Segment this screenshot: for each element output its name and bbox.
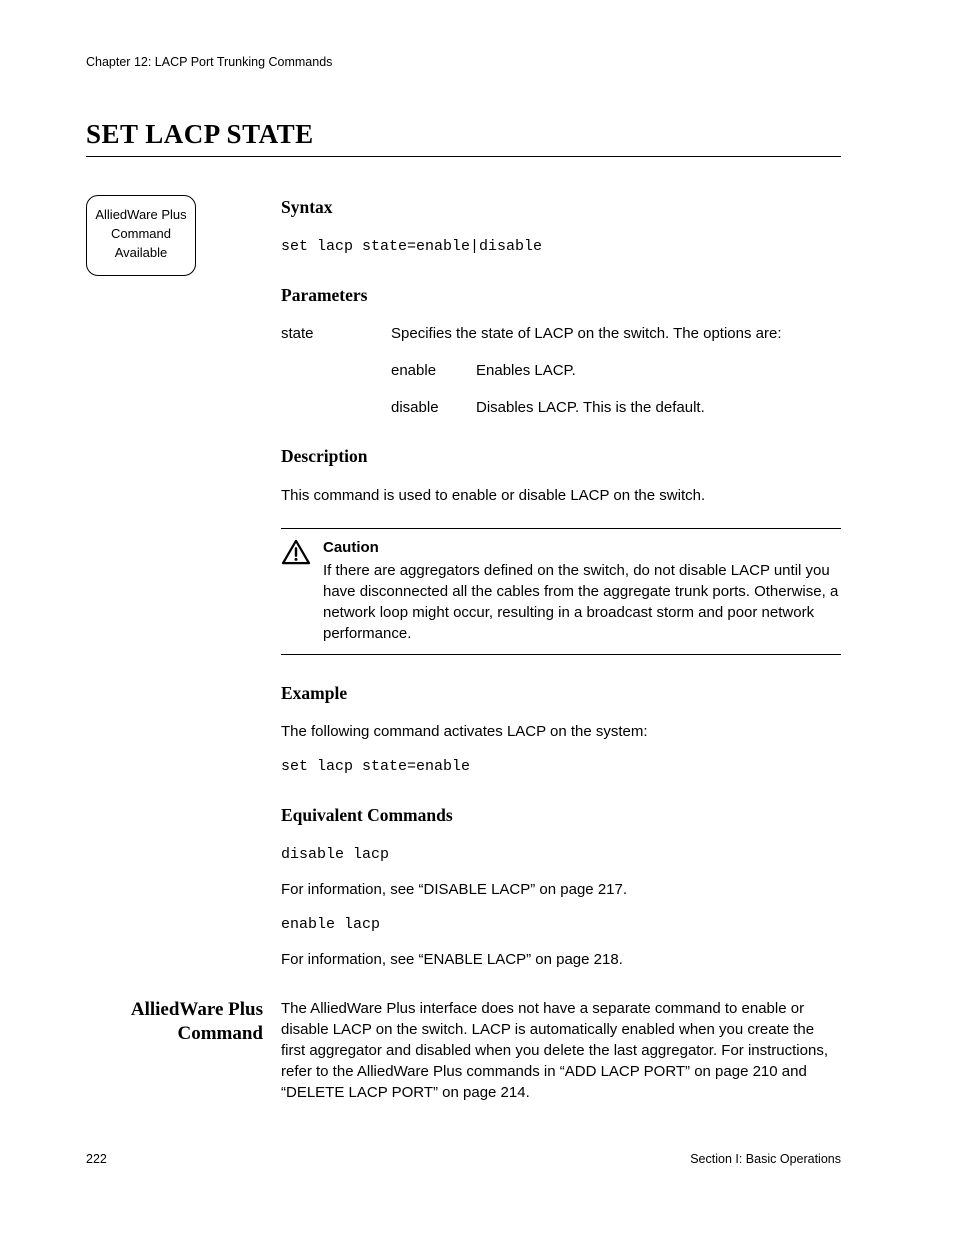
caution-title: Caution — [323, 537, 841, 558]
example-intro: The following command activates LACP on … — [281, 721, 841, 742]
equivalent-ref: For information, see “DISABLE LACP” on p… — [281, 879, 841, 900]
awplus-side-heading: AlliedWare Plus Command — [86, 998, 281, 1047]
equivalent-cmd: enable lacp — [281, 914, 841, 935]
parameter-desc: Specifies the state of LACP on the switc… — [391, 323, 841, 344]
option-desc: Enables LACP. — [476, 360, 841, 381]
example-code: set lacp state=enable — [281, 756, 841, 777]
description-text: This command is used to enable or disabl… — [281, 485, 841, 506]
badge-line: Command — [95, 225, 187, 244]
badge-line: Available — [95, 244, 187, 263]
page-title: SET LACP STATE — [86, 119, 841, 157]
equivalent-heading: Equivalent Commands — [281, 803, 841, 828]
awplus-text: The AlliedWare Plus interface does not h… — [281, 998, 841, 1103]
badge-line: AlliedWare Plus — [95, 206, 187, 225]
syntax-heading: Syntax — [281, 195, 841, 220]
equivalent-ref: For information, see “ENABLE LACP” on pa… — [281, 949, 841, 970]
option-row: disable Disables LACP. This is the defau… — [391, 397, 841, 418]
option-name: disable — [391, 397, 476, 418]
option-row: enable Enables LACP. — [391, 360, 841, 381]
equivalent-cmd: disable lacp — [281, 844, 841, 865]
chapter-header: Chapter 12: LACP Port Trunking Commands — [86, 55, 841, 69]
example-heading: Example — [281, 681, 841, 706]
section-label: Section I: Basic Operations — [690, 1152, 841, 1166]
parameter-row: state Specifies the state of LACP on the… — [281, 323, 841, 344]
syntax-code: set lacp state=enable|disable — [281, 236, 841, 257]
description-heading: Description — [281, 444, 841, 469]
option-name: enable — [391, 360, 476, 381]
parameters-heading: Parameters — [281, 283, 841, 308]
availability-badge: AlliedWare Plus Command Available — [86, 195, 196, 276]
caution-box: Caution If there are aggregators defined… — [281, 528, 841, 655]
parameter-name: state — [281, 323, 391, 344]
caution-text: If there are aggregators defined on the … — [323, 560, 841, 644]
option-desc: Disables LACP. This is the default. — [476, 397, 841, 418]
caution-icon — [281, 539, 313, 571]
page-number: 222 — [86, 1152, 107, 1166]
